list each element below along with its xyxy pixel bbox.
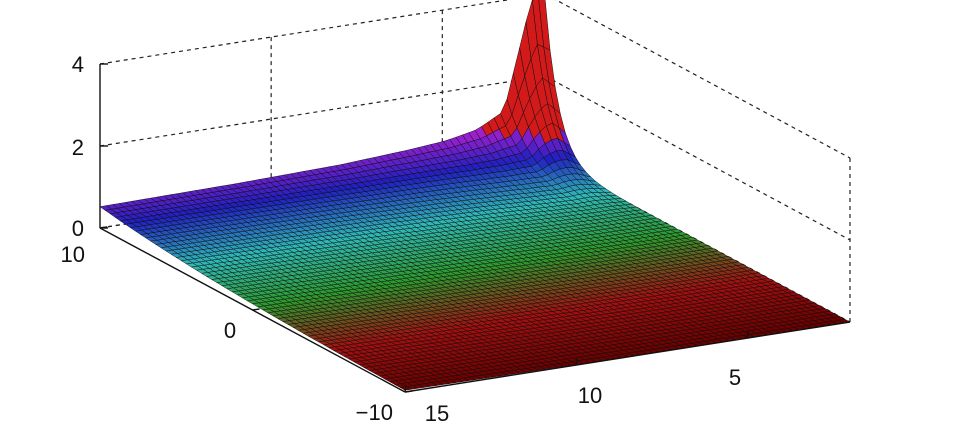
y-tick-mark--10 — [404, 390, 413, 393]
surface-layer — [99, 0, 851, 391]
y-tick-mark-0 — [252, 308, 260, 311]
x-tick-mark-10 — [575, 357, 578, 366]
grid-right-edge-z2 — [544, 75, 851, 241]
x-tick-label-15: 15 — [425, 401, 449, 426]
y-tick-label-0: 0 — [224, 318, 236, 343]
z-tick-label-2: 2 — [72, 135, 84, 160]
x-tick-mark-15 — [404, 384, 407, 393]
y-tick-mark-10 — [99, 226, 108, 229]
x-tick-mark-5 — [746, 331, 750, 339]
grid-line-z2 — [99, 75, 546, 147]
z-tick-label-0: 0 — [72, 216, 84, 241]
grid-line-z4 — [99, 0, 511, 65]
y-tick-label-neg10: −10 — [356, 400, 393, 425]
x-tick-label-5: 5 — [729, 365, 741, 390]
y-tick-label-10: 10 — [61, 242, 85, 267]
grid-top-right-edge — [554, 0, 851, 159]
x-tick-label-10: 10 — [578, 383, 602, 408]
z-tick-label-4: 4 — [72, 52, 84, 77]
